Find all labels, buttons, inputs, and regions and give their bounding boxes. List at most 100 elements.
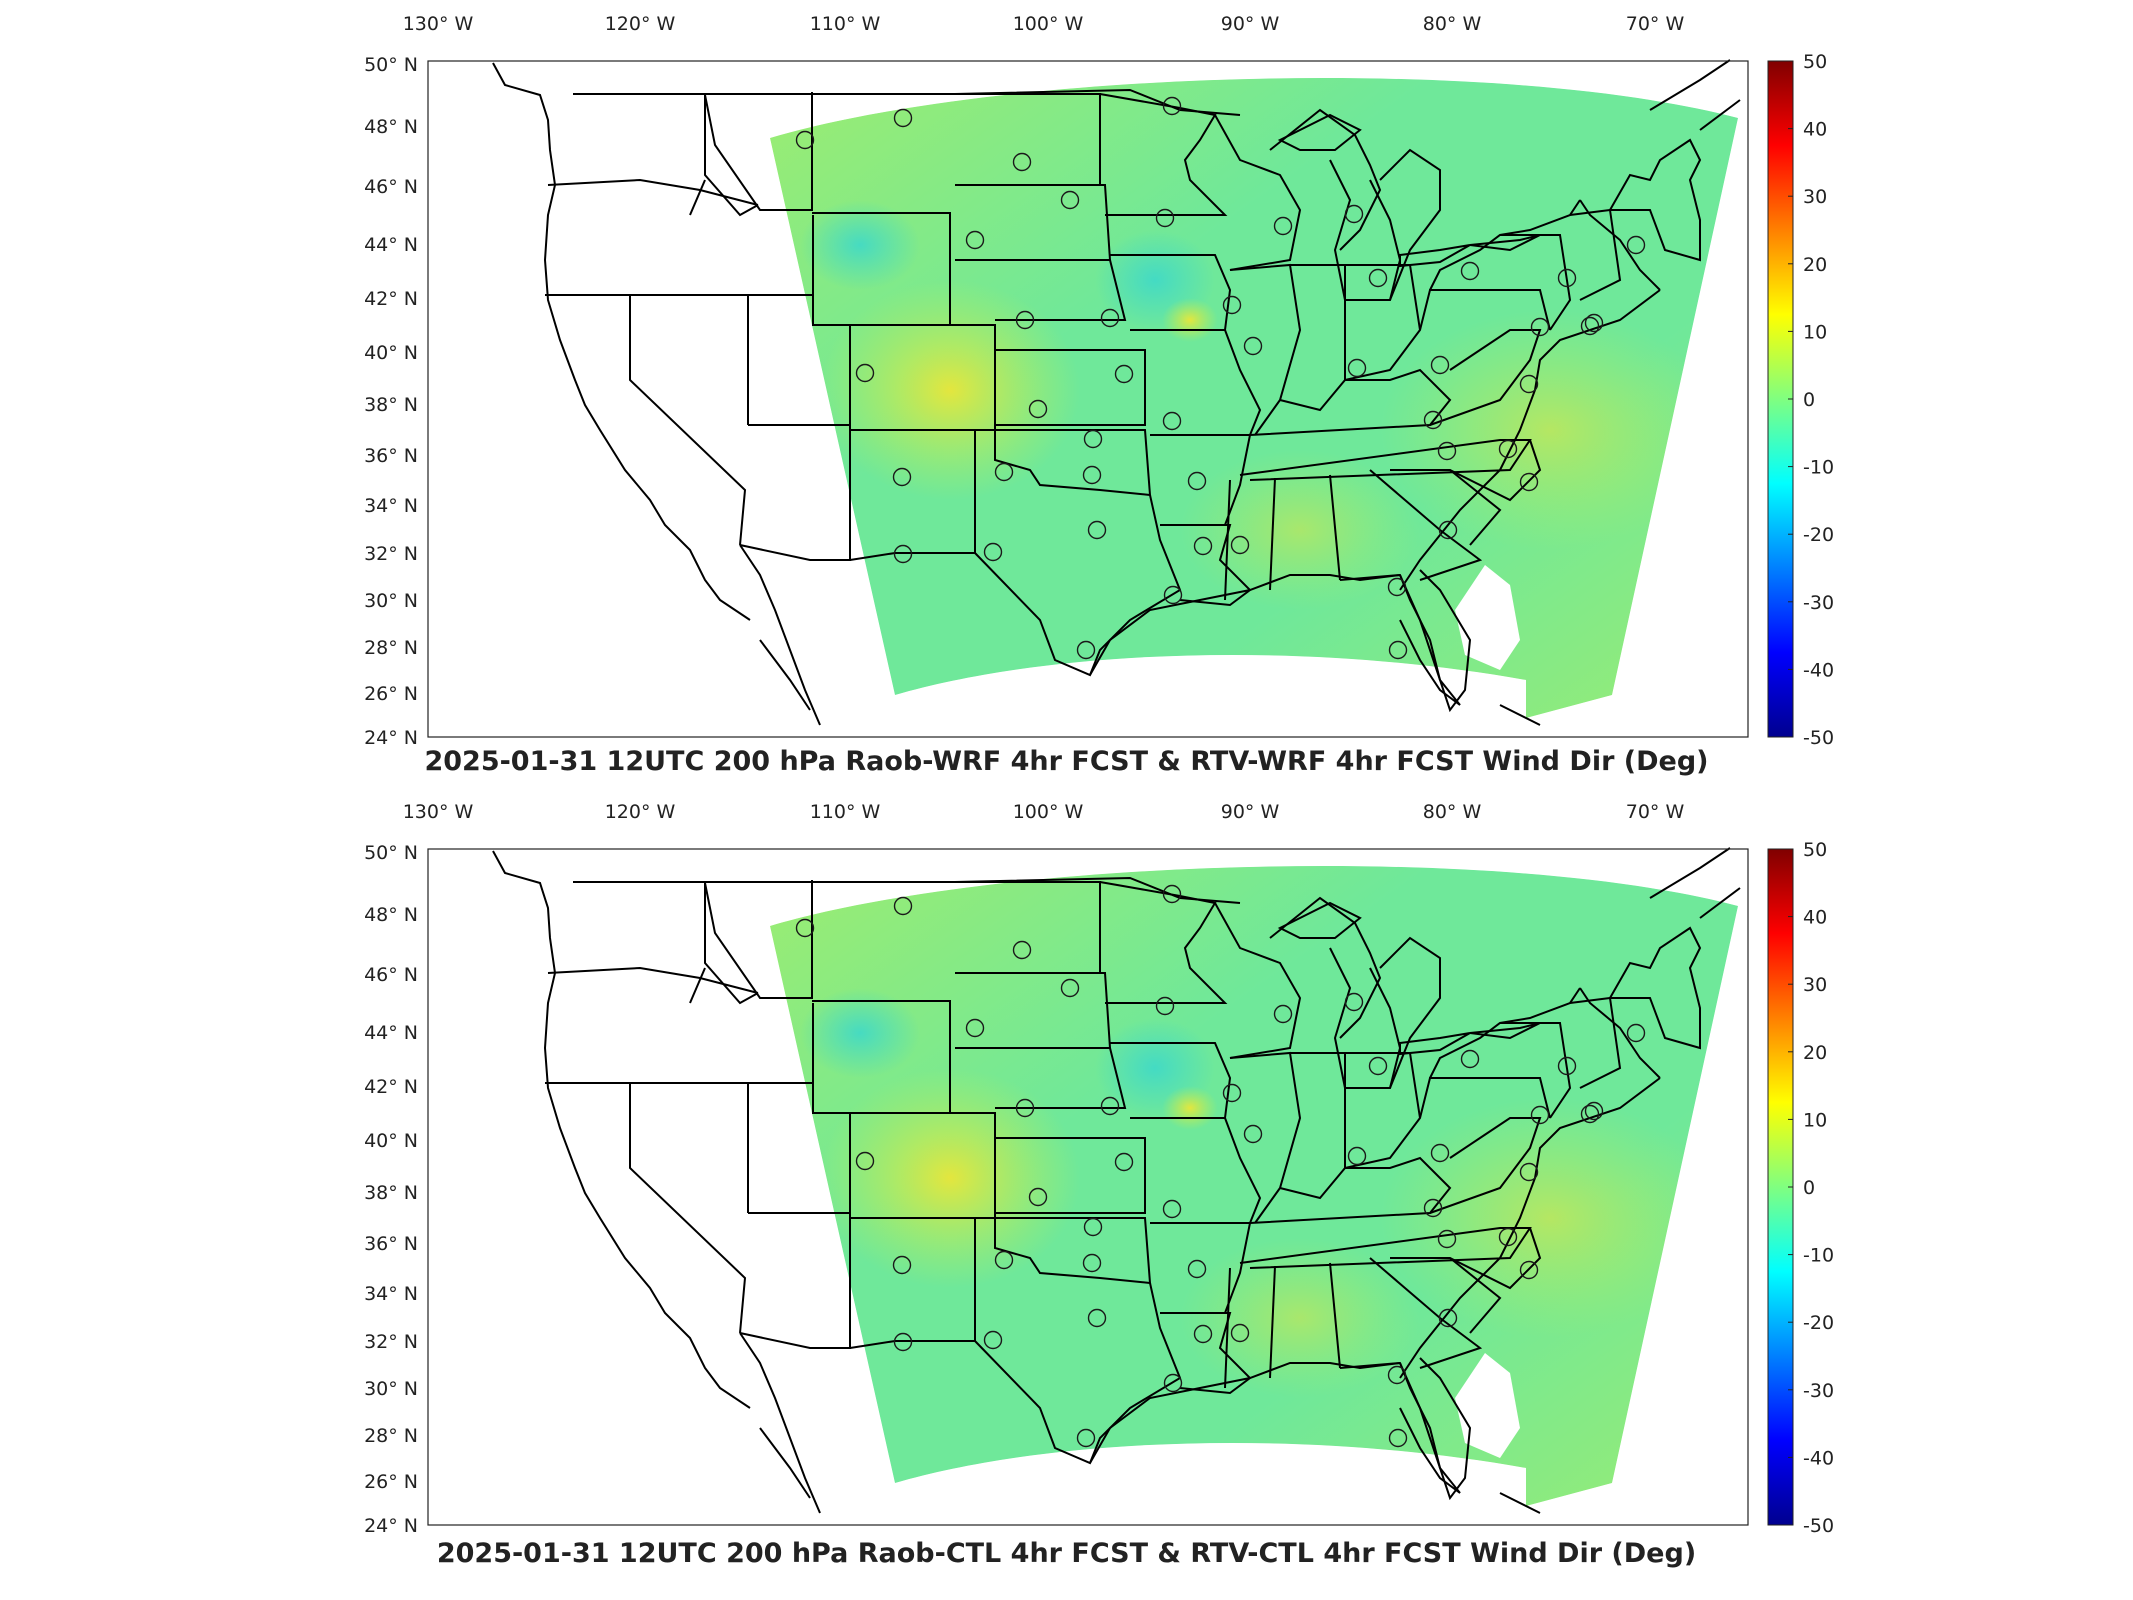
latitude-label: 26° N [364,683,418,705]
state-boundary [739,424,851,561]
station-marker [1087,520,1107,540]
station-marker [1430,1143,1450,1163]
state-boundary [1419,1077,1551,1119]
state-boundary [1699,99,1741,131]
state-boundary [995,349,1146,426]
colorbar-tick-label: 50 [1803,51,1827,73]
latitude-label: 30° N [364,590,418,612]
state-boundary [1329,1262,1341,1369]
state-boundary [1500,234,1572,331]
state-boundary [629,1083,747,1334]
station-marker [1423,410,1443,430]
station-marker [965,230,985,250]
station-marker [1076,640,1096,660]
station-marker [1162,96,1182,116]
longitude-label: 110° W [810,801,881,823]
state-boundary [1649,847,1731,899]
warm-anomaly [1380,1098,1720,1338]
state-boundary [1699,887,1741,919]
station-marker [994,1250,1014,1270]
state-boundary [629,295,747,546]
state-boundary [704,883,759,1005]
state-boundary [1214,114,1302,271]
station-marker [1368,268,1388,288]
state-boundary [1419,289,1551,331]
station-marker [1388,1428,1408,1448]
station-marker [1243,1124,1263,1144]
colorbar-tick-label: -50 [1803,727,1834,749]
station-marker [1087,1308,1107,1328]
latitude-label: 42° N [364,288,418,310]
latitude-label: 32° N [364,1331,418,1353]
state-boundary [704,880,813,999]
station-marker [1187,471,1207,491]
state-boundary [1649,59,1731,111]
colorbar-tick-label: -40 [1803,659,1834,681]
station-marker [1460,1049,1480,1069]
state-boundary [1469,1022,1541,1040]
colorbar-tick-label: 10 [1803,1109,1827,1131]
state-boundary [492,850,751,1409]
state-boundary [1390,439,1542,502]
stations [795,96,1646,660]
state-boundary [1429,1117,1542,1214]
latitude-label: 50° N [364,842,418,864]
latitude-label: 48° N [364,904,418,926]
missing-data [1455,1353,1520,1458]
station-marker [1243,336,1263,356]
latitude-label: 36° N [364,445,418,467]
station-marker [1519,472,1539,492]
state-boundary [1249,1156,1452,1224]
state-boundary [1249,368,1452,436]
colorbar-tick-label: -30 [1803,1380,1834,1402]
station-marker [893,896,913,916]
state-boundary [975,429,1152,497]
state-boundary [1390,1227,1542,1290]
latitude-label: 32° N [364,543,418,565]
latitude-label: 38° N [364,394,418,416]
station-marker [1193,1324,1213,1344]
longitude-label: 120° W [605,801,676,823]
colorbar-tick-label: -50 [1803,1515,1834,1537]
station-marker [1162,411,1182,431]
latitude-label: 34° N [364,1283,418,1305]
colorbar-tick-label: -30 [1803,592,1834,614]
state-boundary [689,967,706,1004]
state-boundary [1499,704,1541,726]
station-marker [855,363,875,383]
station-marker [1015,310,1035,330]
station-marker [1193,536,1213,556]
state-boundary [1269,1265,1276,1379]
colorbar-tick-label: 40 [1803,119,1827,141]
station-marker [1347,1146,1367,1166]
station-marker [893,1332,913,1352]
warm-anomaly [1162,1086,1218,1130]
station-marker [795,130,815,150]
latitude-label: 46° N [364,176,418,198]
plot-frame [427,60,1749,738]
station-marker [1498,439,1518,459]
state-boundary [704,95,759,217]
state-boundary [1579,199,1661,291]
colorbar-tick-label: -10 [1803,457,1834,479]
station-marker [1015,1098,1035,1118]
station-marker [1387,577,1407,597]
state-boundary [1269,896,1382,1039]
station-marker [1163,585,1183,605]
colorbar-tick-label: 0 [1803,1177,1815,1199]
state-boundary [1449,1257,1502,1334]
latitude-label: 44° N [364,1022,418,1044]
state-boundary [1277,113,1362,151]
panel-caption: 2025-01-31 12UTC 200 hPa Raob-WRF 4hr FC… [424,746,1709,777]
station-marker [1626,1023,1646,1043]
warm-anomaly [1380,310,1720,550]
state-boundary [1579,987,1661,1079]
station-marker [1082,1253,1102,1273]
latitude-label: 38° N [364,1182,418,1204]
colorbar-tick-label: 0 [1803,389,1815,411]
station-marker [1114,1152,1134,1172]
warm-anomaly [820,1068,1080,1288]
state-boundary [689,179,706,216]
latitude-label: 50° N [364,54,418,76]
station-marker [892,467,912,487]
